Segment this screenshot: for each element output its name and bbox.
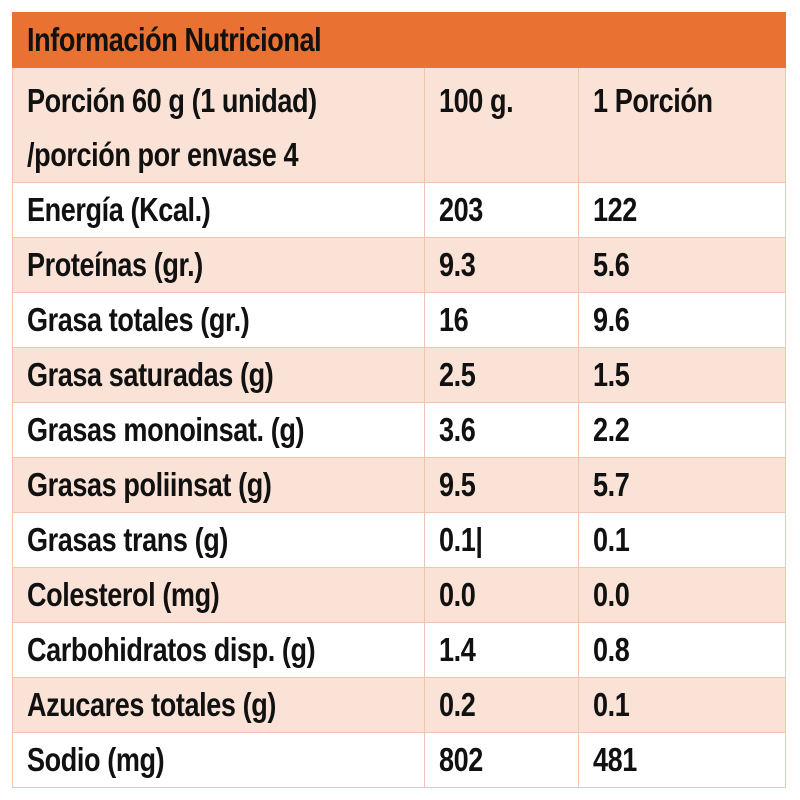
value-per-100g-text: 16 [439,301,469,338]
nutrient-label-text: Proteínas (gr.) [27,246,203,283]
nutrient-label: Grasas poliinsat (g) [11,457,426,513]
col-100g-text: 100 g. [439,82,514,119]
value-per-100g-text: 1.4 [439,631,476,668]
nutrient-label: Proteínas (gr.) [11,237,426,293]
portion-header: Porción 60 g (1 unidad) /porción por env… [11,67,426,183]
col-header-100g: 100 g. [424,67,579,183]
value-per-portion-text: 5.6 [592,246,630,283]
value-per-portion: 0.1 [577,677,787,733]
value-per-portion-text: 5.7 [592,466,630,503]
value-per-portion: 9.6 [577,292,787,348]
nutrient-label-text: Grasa totales (gr.) [27,301,250,338]
value-per-portion: 5.6 [577,237,787,293]
table-row: Grasas trans (g) 0.1| 0.1 [11,512,787,568]
value-per-100g-text: 0.1| [439,521,483,558]
value-per-100g: 3.6 [424,402,579,458]
value-per-portion: 0.0 [577,567,787,623]
table-row: Sodio (mg) 802 481 [11,732,787,788]
value-per-100g: 2.5 [424,347,579,403]
table-row: Grasas poliinsat (g) 9.5 5.7 [11,457,787,513]
nutrition-facts-panel: Información Nutricional Porción 60 g (1 … [11,12,787,788]
value-per-portion-text: 9.6 [592,301,630,338]
table-row: Azucares totales (g) 0.2 0.1 [11,677,787,733]
nutrient-label: Grasa saturadas (g) [11,347,426,403]
col-header-portion: 1 Porción [577,67,787,183]
value-per-100g: 1.4 [424,622,579,678]
value-per-100g-text: 802 [439,741,484,778]
value-per-portion: 481 [577,732,787,788]
table-row: Carbohidratos disp. (g) 1.4 0.8 [11,622,787,678]
value-per-100g-text: 2.5 [439,356,476,393]
nutrient-label-text: Colesterol (mg) [27,576,220,613]
portion-line-2: /porción por envase 4 [27,136,299,173]
table-title-row: Información Nutricional [12,12,786,68]
table-row: Grasas monoinsat. (g) 3.6 2.2 [11,402,787,458]
value-per-100g-text: 3.6 [439,411,476,448]
value-per-100g-text: 203 [439,191,484,228]
value-per-100g: 16 [424,292,579,348]
nutrient-label: Grasas trans (g) [11,512,426,568]
nutrient-label-text: Grasas poliinsat (g) [27,466,272,503]
value-per-portion-text: 2.2 [592,411,630,448]
value-per-portion: 2.2 [577,402,787,458]
value-per-100g-text: 9.5 [439,466,476,503]
nutrient-label-text: Grasa saturadas (g) [27,356,274,393]
nutrient-label: Carbohidratos disp. (g) [11,622,426,678]
nutrition-table: Información Nutricional Porción 60 g (1 … [11,12,787,788]
value-per-100g: 802 [424,732,579,788]
nutrient-label: Grasas monoinsat. (g) [11,402,426,458]
nutrient-label: Sodio (mg) [11,732,426,788]
value-per-portion-text: 0.8 [592,631,630,668]
value-per-portion-text: 481 [592,741,637,778]
nutrient-label-text: Azucares totales (g) [27,686,276,723]
value-per-portion: 0.1 [577,512,787,568]
portion-line-1: Porción 60 g (1 unidad) [27,82,317,119]
nutrient-label-text: Carbohidratos disp. (g) [27,631,316,668]
value-per-portion-text: 0.1 [592,686,630,723]
value-per-portion-text: 0.0 [592,576,630,613]
value-per-portion-text: 1.5 [592,356,630,393]
title-text: Información Nutricional [27,21,322,58]
value-per-100g: 9.5 [424,457,579,513]
nutrient-label-text: Grasas monoinsat. (g) [27,411,305,448]
value-per-portion: 122 [577,182,787,238]
table-row: Proteínas (gr.) 9.3 5.6 [11,237,787,293]
value-per-portion: 1.5 [577,347,787,403]
value-per-100g-text: 0.2 [439,686,476,723]
nutrient-label: Grasa totales (gr.) [11,292,426,348]
nutrient-label: Azucares totales (g) [11,677,426,733]
nutrient-label-text: Grasas trans (g) [27,521,228,558]
nutrient-label-text: Energía (Kcal.) [27,191,211,228]
value-per-100g: 0.2 [424,677,579,733]
value-per-100g: 0.1| [424,512,579,568]
value-per-100g-text: 0.0 [439,576,476,613]
nutrient-label: Colesterol (mg) [11,567,426,623]
table-title: Información Nutricional [12,12,786,68]
nutrient-label: Energía (Kcal.) [11,182,426,238]
table-row: Colesterol (mg) 0.0 0.0 [11,567,787,623]
value-per-100g-text: 9.3 [439,246,476,283]
value-per-portion: 0.8 [577,622,787,678]
table-row: Grasa totales (gr.) 16 9.6 [11,292,787,348]
table-header-row: Porción 60 g (1 unidad) /porción por env… [11,67,787,183]
nutrient-label-text: Sodio (mg) [27,741,165,778]
table-row: Energía (Kcal.) 203 122 [11,182,787,238]
value-per-100g: 9.3 [424,237,579,293]
value-per-100g: 0.0 [424,567,579,623]
value-per-portion: 5.7 [577,457,787,513]
col-portion-text: 1 Porción [592,82,713,119]
value-per-100g: 203 [424,182,579,238]
value-per-portion-text: 0.1 [592,521,630,558]
value-per-portion-text: 122 [592,191,637,228]
table-row: Grasa saturadas (g) 2.5 1.5 [11,347,787,403]
